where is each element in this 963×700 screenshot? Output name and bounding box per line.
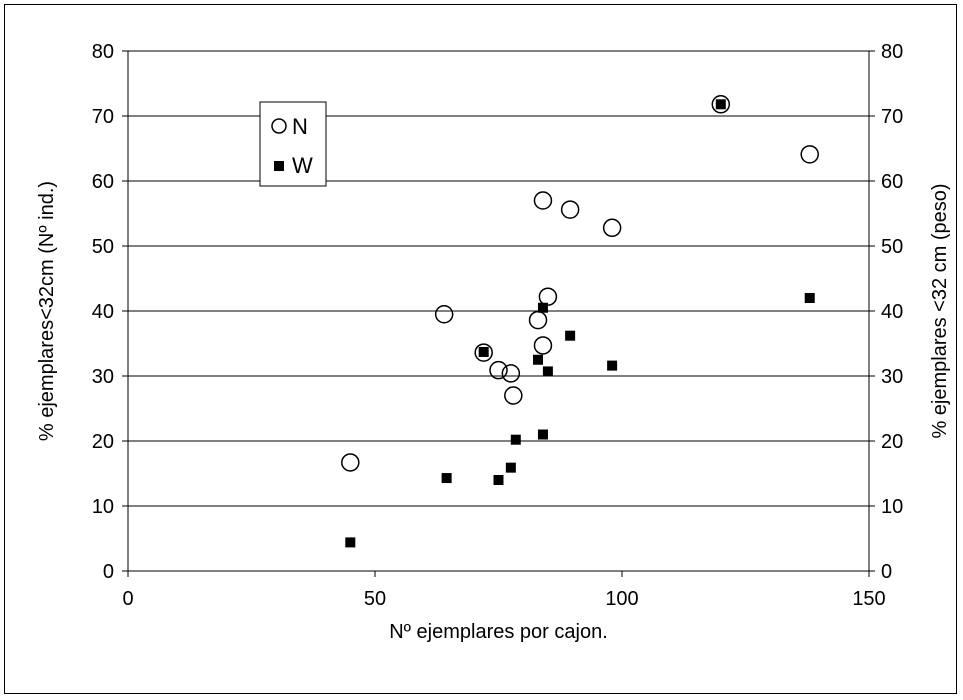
data-point-n [474,343,493,362]
data-point-n [533,191,553,210]
y2-tick-label: 30 [881,366,903,388]
x-tick-label: 50 [364,588,386,610]
data-points [341,95,819,548]
y2-tick-label: 20 [881,431,903,453]
y-axis-title: % ejemplares<32cm (Nº ind.) [36,181,58,441]
y-tick-label: 40 [92,301,114,323]
data-point-w [537,302,548,313]
legend-marker-w [274,161,284,171]
y-tick-label: 30 [92,366,114,388]
data-point-n [434,305,454,324]
y2-tick-label: 40 [881,301,903,323]
data-point-n [800,145,819,164]
y-tick-label: 60 [92,171,114,193]
data-point-n [538,287,558,306]
data-point-w [478,346,489,357]
y-tick-label: 20 [92,431,114,453]
data-point-n [560,200,580,219]
legend-label-w: W [292,153,313,178]
data-point-n [341,453,360,472]
data-point-w [607,360,618,371]
data-point-w [542,366,553,377]
data-point-w [345,537,356,548]
data-point-n [504,386,523,405]
x-axis-ticks: 0 50 100 150 [122,571,886,610]
y2-tick-label: 80 [881,41,903,63]
data-point-n [489,360,508,380]
y2-tick-label: 60 [881,171,903,193]
gridlines [128,50,869,572]
data-point-n [533,336,553,355]
y2-tick-label: 0 [881,561,892,583]
data-point-w [537,429,548,440]
data-point-w [565,330,576,341]
x-tick-label: 150 [852,588,885,610]
legend: N W [259,101,327,187]
y-tick-label: 50 [92,236,114,258]
data-point-w [441,473,452,484]
data-point-n [602,218,622,238]
legend-box [259,101,327,187]
data-point-w [715,99,726,110]
y2-tick-label: 10 [881,496,903,518]
x-tick-label: 0 [122,588,133,610]
y-tick-label: 10 [92,496,114,518]
data-point-w [510,434,521,445]
y2-axis-title: % ejemplares <32 cm (peso) [929,183,951,438]
data-point-w [804,293,815,303]
data-point-n [528,310,548,330]
y-tick-label: 80 [92,41,114,63]
data-point-w [505,462,516,473]
y2-tick-label: 50 [881,236,903,258]
y2-axis-ticks: 0 10 20 30 40 50 60 70 80 [869,41,903,583]
legend-marker-n [271,118,287,134]
data-point-w [533,354,544,365]
y-tick-label: 70 [92,106,114,128]
data-point-w [493,475,504,485]
y2-tick-label: 70 [881,106,903,128]
legend-label-n: N [292,114,308,139]
x-tick-label: 100 [605,588,638,610]
x-axis-title: Nº ejemplares por cajon. [389,621,608,643]
y-tick-label: 0 [103,561,114,583]
data-point-n [501,364,521,383]
data-point-n [711,95,731,114]
y-axis-ticks: 0 10 20 30 40 50 60 70 80 [92,41,128,583]
